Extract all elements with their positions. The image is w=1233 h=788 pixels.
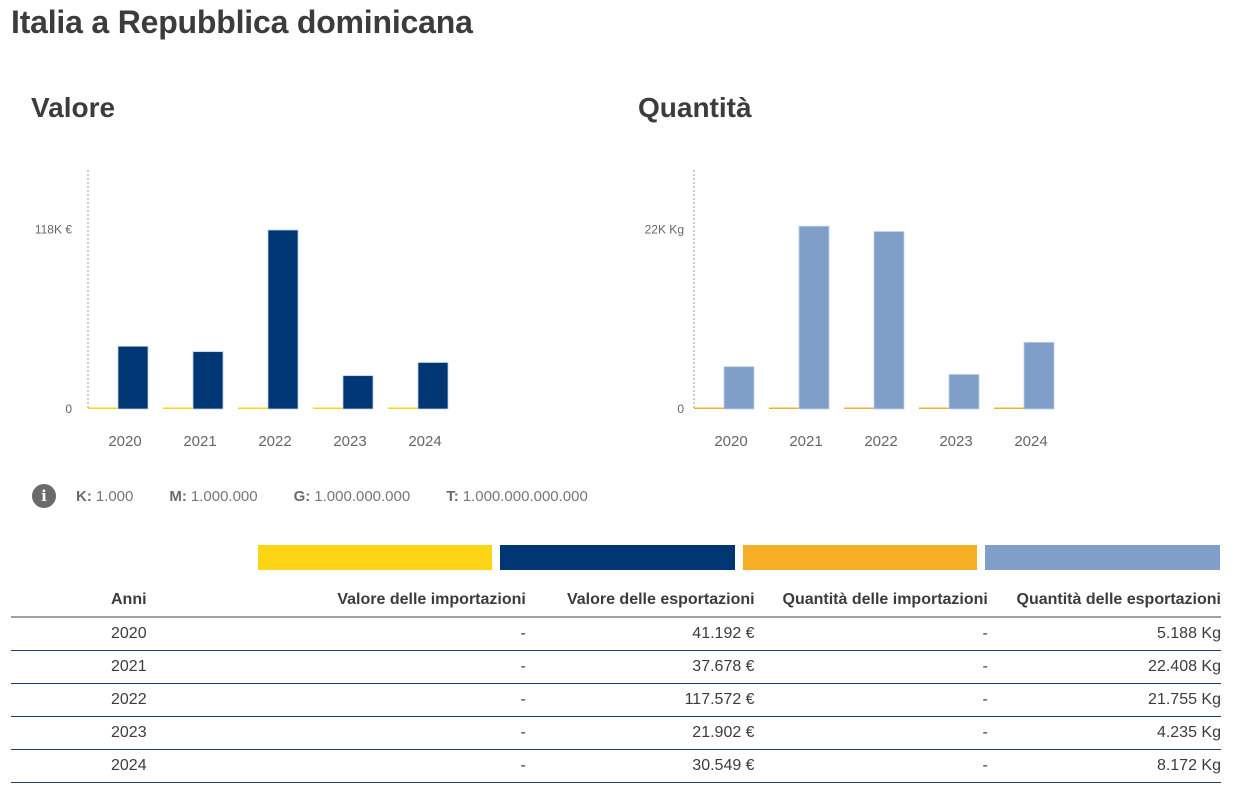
cell-export-quantity: 21.755 Kg: [987, 683, 1221, 717]
valore-chart: 0 118K € 2020 2021 2022 2023 2024: [35, 170, 449, 450]
table-row: 2021 - 37.678 € - 22.408 Kg: [11, 650, 1221, 684]
bar-quantit-import-2023: [919, 407, 949, 409]
table-row: 2024 - 30.549 € - 8.172 Kg: [11, 749, 1221, 783]
unit-t: T: 1.000.000.000.000: [446, 487, 588, 505]
legend-swatch-export-value: [500, 545, 735, 570]
header-export-quantity[interactable]: Quantità delle esportazioni: [987, 583, 1221, 618]
header-import-value[interactable]: Valore delle importazioni: [302, 583, 526, 618]
bar-valore-import-2023: [313, 407, 343, 409]
bar-valore-export-2023: [342, 375, 374, 410]
unit-g: G: 1.000.000.000: [293, 487, 411, 505]
cell-import-value: -: [302, 650, 526, 684]
x-tick-label: 2021: [183, 433, 216, 450]
cell-year: 2023: [11, 716, 303, 750]
x-tick-label: 2020: [108, 433, 141, 450]
bar-valore-export-2020: [117, 345, 149, 410]
legend-swatch-import-quantity: [743, 545, 977, 570]
bar-valore-export-2024: [417, 362, 449, 410]
header-import-quantity[interactable]: Quantità delle importazioni: [754, 583, 988, 618]
chart-title-quantita: Quantità: [638, 92, 752, 123]
quantita-chart: 0 22K Kg 2020 2021 2022 2023 2024: [645, 170, 1055, 450]
x-tick-label: 2023: [333, 433, 366, 450]
cell-year: 2020: [11, 617, 303, 651]
cell-import-quantity: -: [754, 683, 988, 717]
table-row: 2020 - 41.192 € - 5.188 Kg: [11, 617, 1221, 651]
header-export-value[interactable]: Valore delle esportazioni: [525, 583, 755, 618]
legend-swatch-import-value: [258, 545, 492, 570]
unit-m: M: 1.000.000: [169, 487, 258, 505]
cell-import-quantity: -: [754, 617, 988, 651]
x-tick-label: 2020: [714, 433, 747, 450]
bar-valore-import-2020: [88, 407, 118, 409]
bar-quantit-export-2024: [1023, 341, 1055, 410]
bar-quantit-export-2022: [873, 231, 905, 410]
cell-import-quantity: -: [754, 749, 988, 783]
x-tick-label: 2021: [789, 433, 822, 450]
x-tick-label: 2024: [1014, 433, 1047, 450]
table-row: 2022 - 117.572 € - 21.755 Kg: [11, 683, 1221, 717]
cell-import-quantity: -: [754, 716, 988, 750]
cell-export-value: 21.902 €: [525, 716, 755, 750]
cell-export-value: 117.572 €: [525, 683, 755, 717]
bar-quantit-import-2022: [844, 407, 874, 409]
cell-export-quantity: 22.408 Kg: [987, 650, 1221, 684]
bar-quantit-export-2020: [723, 366, 755, 410]
bar-quantit-import-2024: [994, 407, 1024, 409]
cell-import-value: -: [302, 683, 526, 717]
cell-year: 2022: [11, 683, 303, 717]
page-title: Italia a Repubblica dominicana: [11, 4, 473, 40]
units-legend: i K: 1.000 M: 1.000.000 G: 1.000.000.000 T:…: [32, 484, 624, 508]
cell-import-value: -: [302, 617, 526, 651]
table-header-row: Anni Valore delle importazioni Valore de…: [11, 583, 1221, 618]
bar-quantit-import-2020: [694, 407, 724, 409]
unit-k: K: 1.000: [76, 487, 134, 505]
cell-export-value: 37.678 €: [525, 650, 755, 684]
cell-year: 2021: [11, 650, 303, 684]
cell-export-quantity: 4.235 Kg: [987, 716, 1221, 750]
cell-export-value: 30.549 €: [525, 749, 755, 783]
info-icon[interactable]: i: [32, 484, 56, 508]
data-table: Anni Valore delle importazioni Valore de…: [11, 583, 1221, 783]
bar-quantit-export-2023: [948, 374, 980, 410]
cell-export-quantity: 8.172 Kg: [987, 749, 1221, 783]
legend-swatch-export-quantity: [985, 545, 1220, 570]
x-tick-label: 2024: [408, 433, 441, 450]
header-anni[interactable]: Anni: [11, 583, 303, 618]
bar-valore-export-2021: [192, 351, 224, 410]
cell-year: 2024: [11, 749, 303, 783]
x-tick-label: 2022: [258, 433, 291, 450]
cell-import-value: -: [302, 716, 526, 750]
bar-valore-export-2022: [267, 229, 299, 410]
chart-title-valore: Valore: [31, 92, 116, 123]
bar-valore-import-2022: [238, 407, 268, 409]
cell-export-value: 41.192 €: [525, 617, 755, 651]
bar-valore-import-2021: [163, 407, 193, 409]
y-tick-label: 22K Kg: [645, 223, 684, 237]
y-tick-label: 0: [65, 402, 72, 416]
x-tick-label: 2022: [864, 433, 897, 450]
table-row: 2023 - 21.902 € - 4.235 Kg: [11, 716, 1221, 750]
x-tick-label: 2023: [939, 433, 972, 450]
cell-export-quantity: 5.188 Kg: [987, 617, 1221, 651]
bar-quantit-import-2021: [769, 407, 799, 409]
cell-import-value: -: [302, 749, 526, 783]
y-tick-label: 118K €: [35, 222, 72, 236]
bar-valore-import-2024: [388, 407, 418, 409]
cell-import-quantity: -: [754, 650, 988, 684]
y-tick-label: 0: [677, 402, 684, 416]
bar-quantit-export-2021: [798, 225, 830, 410]
